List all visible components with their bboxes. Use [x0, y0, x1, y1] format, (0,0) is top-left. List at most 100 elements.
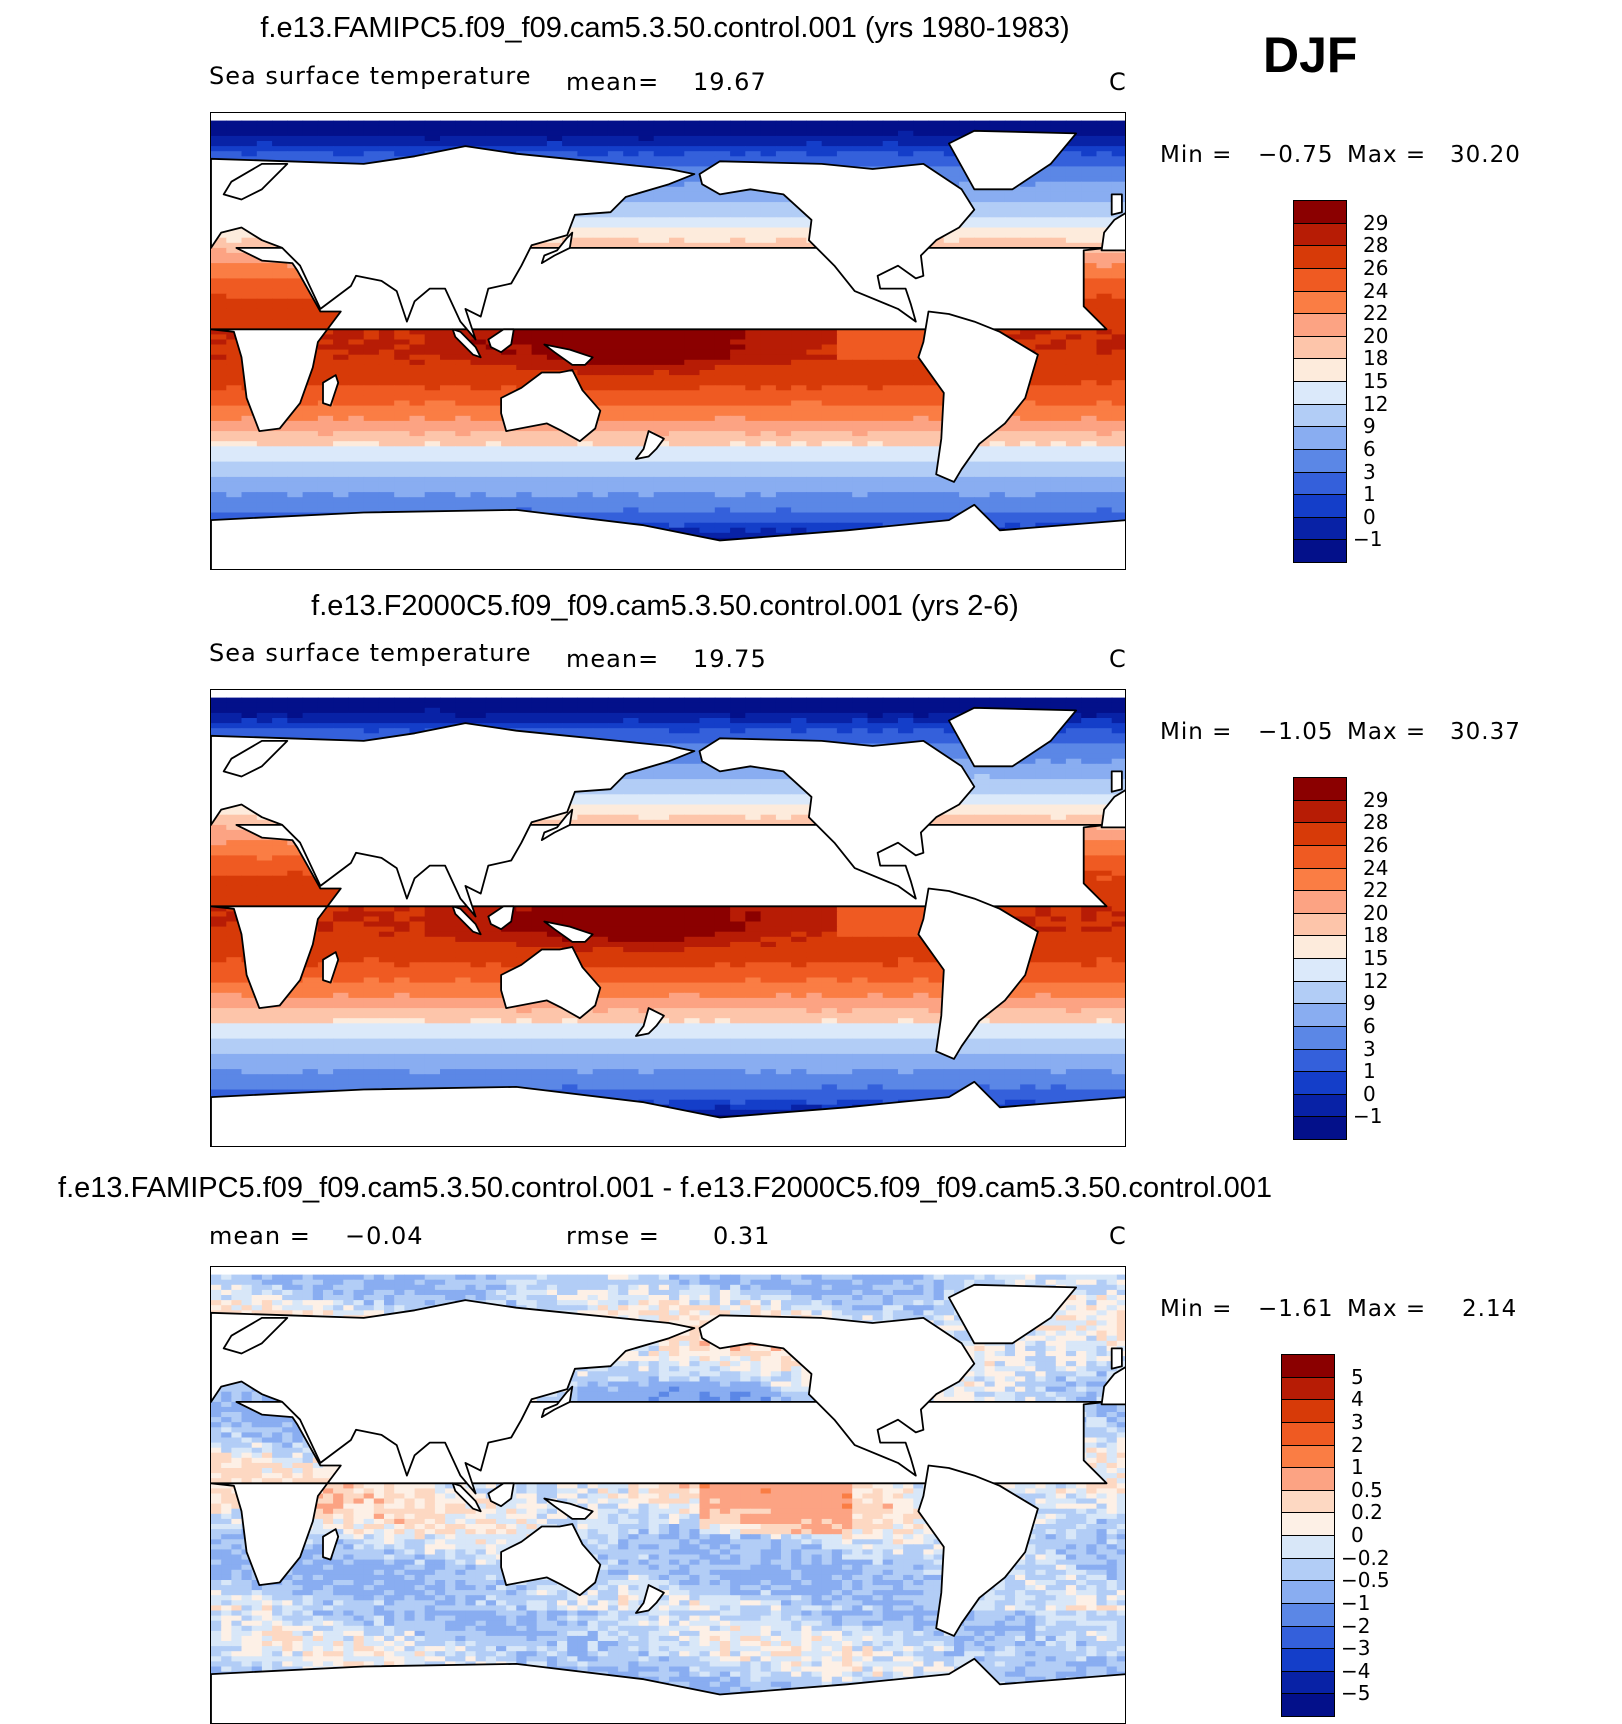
field-cell	[1111, 375, 1125, 381]
field-cell	[485, 415, 502, 422]
field-cell	[363, 359, 380, 366]
field-cell	[989, 431, 1006, 437]
field-cell	[669, 385, 685, 391]
field-cell	[989, 202, 1006, 208]
field-cell	[363, 364, 380, 371]
field-cell	[1050, 232, 1067, 239]
field-cell	[852, 502, 869, 508]
field-cell	[1020, 431, 1036, 437]
field-cell	[730, 502, 746, 508]
field-cell	[714, 400, 731, 407]
field-cell	[882, 364, 899, 371]
field-cell	[867, 466, 884, 473]
field-cell	[241, 288, 258, 295]
field-cell	[791, 395, 807, 402]
field-cell	[1081, 283, 1098, 290]
field-cell	[1096, 314, 1113, 320]
field-cell	[684, 390, 701, 396]
field-cell	[562, 344, 578, 351]
field-cell	[791, 125, 807, 132]
field-cell	[1081, 481, 1098, 488]
field-cell	[1004, 334, 1021, 341]
field-cell	[317, 359, 334, 366]
field-cell	[791, 212, 807, 218]
field-cell	[211, 314, 227, 320]
field-cell	[607, 420, 624, 427]
field-cell	[241, 141, 258, 147]
field-cell	[317, 130, 334, 137]
field-cell	[974, 242, 991, 249]
field-cell	[730, 451, 746, 458]
field-cell	[577, 135, 594, 142]
field-cell	[363, 334, 380, 341]
field-cell	[272, 308, 288, 315]
field-cell	[1065, 476, 1082, 483]
field-cell	[348, 385, 365, 391]
field-cell	[928, 141, 945, 147]
field-cell	[775, 202, 792, 208]
field-cell	[302, 395, 319, 402]
field-cell	[485, 135, 502, 142]
field-cell	[699, 461, 716, 468]
field-cell	[516, 431, 533, 437]
field-cell	[913, 420, 930, 427]
field-cell	[974, 471, 991, 478]
field-cell	[363, 120, 380, 127]
field-cell	[378, 395, 395, 402]
field-cell	[943, 151, 960, 157]
field-cell	[546, 502, 563, 508]
field-cell	[623, 344, 640, 351]
field-cell	[836, 344, 853, 351]
field-cell	[913, 415, 930, 422]
field-cell	[943, 481, 960, 488]
field-cell	[669, 522, 685, 529]
field-cell	[989, 492, 1006, 498]
field-cell	[424, 507, 441, 514]
field-cell	[317, 344, 334, 351]
field-cell	[821, 125, 838, 132]
field-cell	[516, 446, 533, 452]
field-cell	[378, 461, 395, 468]
field-cell	[1065, 339, 1082, 346]
field-cell	[699, 431, 716, 437]
field-cell	[378, 380, 395, 386]
field-cell	[363, 125, 380, 132]
field-cell	[699, 135, 716, 142]
field-cell	[623, 161, 640, 167]
field-cell	[211, 512, 227, 519]
field-cell	[287, 426, 304, 432]
field-cell	[440, 125, 456, 132]
field-cell	[928, 410, 945, 417]
field-cell	[211, 324, 227, 330]
field-cell	[287, 461, 304, 468]
field-cell	[882, 476, 899, 483]
field-cell	[852, 436, 869, 442]
field-cell	[913, 451, 930, 458]
field-cell	[317, 481, 334, 488]
field-cell	[806, 517, 823, 524]
field-cell	[440, 339, 456, 346]
field-cell	[348, 125, 365, 132]
field-cell	[1050, 349, 1067, 356]
field-cell	[1035, 426, 1052, 432]
field-cell	[241, 146, 258, 152]
field-cell	[577, 232, 594, 239]
field-cell	[638, 237, 655, 244]
field-cell	[516, 329, 533, 335]
field-cell	[317, 476, 334, 483]
field-cell	[317, 451, 334, 458]
field-cell	[577, 436, 594, 442]
field-cell	[836, 497, 853, 503]
field-cell	[348, 395, 365, 402]
field-cell	[501, 359, 517, 366]
field-cell	[867, 130, 884, 137]
field-cell	[669, 334, 685, 341]
field-cell	[1020, 242, 1036, 249]
field-cell	[348, 481, 365, 488]
field-cell	[1111, 385, 1125, 391]
field-cell	[959, 461, 975, 468]
field-cell	[745, 334, 762, 341]
field-cell	[1111, 441, 1125, 447]
field-cell	[1111, 466, 1125, 473]
field-cell	[867, 380, 884, 386]
